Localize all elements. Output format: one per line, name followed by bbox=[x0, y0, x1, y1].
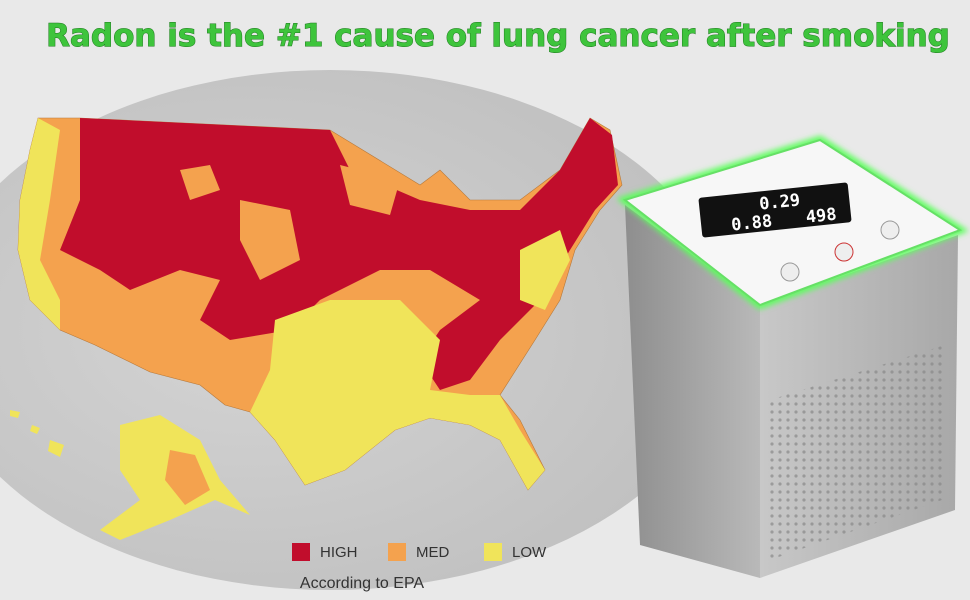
us-map bbox=[10, 117, 623, 540]
legend-swatch bbox=[388, 543, 406, 561]
screen-reading: 0.29 bbox=[758, 190, 801, 214]
legend-label: LOW bbox=[512, 544, 547, 561]
legend: HIGH MED LOW bbox=[292, 543, 547, 561]
legend-swatch bbox=[484, 543, 502, 561]
legend-label: MED bbox=[416, 544, 450, 561]
source-note: According to EPA bbox=[300, 575, 425, 592]
title: Radon is the #1 cause of lung cancer aft… bbox=[46, 18, 950, 54]
screen-reading: 498 bbox=[805, 205, 838, 228]
legend-label: HIGH bbox=[320, 544, 358, 561]
legend-swatch bbox=[292, 543, 310, 561]
screen-reading: 0.88 bbox=[730, 211, 773, 235]
radon-detector: 0.290.88 498 bbox=[616, 135, 969, 578]
